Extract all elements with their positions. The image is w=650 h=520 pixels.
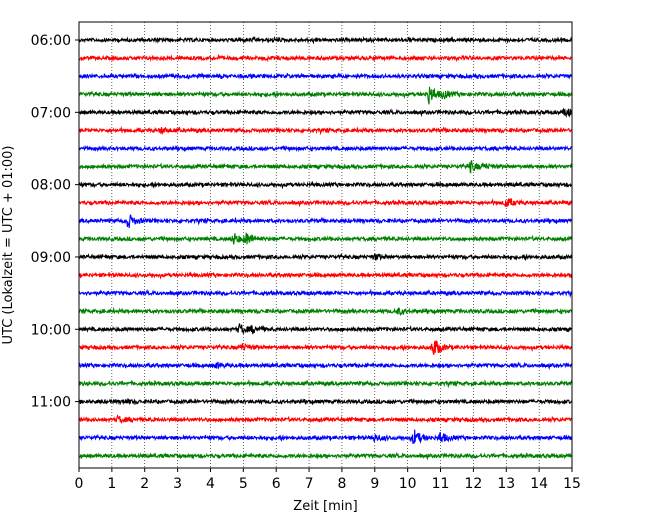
x-axis-label: Zeit [min] (293, 499, 357, 514)
x-axis-ticks: 0 1 2 3 4 5 6 7 8 9 10 11 12 13 14 15 (75, 468, 581, 492)
y-tick-label: 06:00 (31, 33, 71, 49)
seismic-trace (78, 125, 573, 136)
seismic-trace (78, 144, 573, 153)
x-tick-label: 10 (399, 476, 417, 492)
x-tick-label: 7 (305, 476, 314, 492)
x-tick-label: 9 (370, 476, 379, 492)
y-tick-label: 11:00 (31, 395, 71, 411)
y-tick-label: 09:00 (31, 250, 71, 266)
seismic-trace (78, 180, 573, 190)
x-tick-label: 15 (563, 476, 581, 492)
seismic-trace (78, 451, 573, 461)
x-tick-label: 5 (239, 476, 248, 492)
x-tick-label: 13 (497, 476, 515, 492)
y-axis-ticks: 06:00 07:00 08:00 09:00 10:00 11:00 (31, 33, 79, 411)
x-tick-label: 8 (337, 476, 346, 492)
y-tick-label: 07:00 (31, 105, 71, 121)
seismic-trace (78, 159, 573, 174)
x-tick-label: 6 (272, 476, 281, 492)
x-tick-label: 11 (432, 476, 450, 492)
seismic-trace (78, 361, 573, 371)
x-tick-label: 0 (75, 476, 84, 492)
x-tick-label: 3 (173, 476, 182, 492)
seismic-trace (78, 429, 573, 445)
seismic-trace (78, 198, 573, 208)
seismic-trace (78, 414, 573, 424)
seismic-trace (78, 378, 573, 389)
x-tick-label: 4 (206, 476, 215, 492)
seismic-trace (78, 214, 573, 229)
vertical-gridlines (111, 22, 540, 468)
seismic-trace (78, 86, 573, 105)
seismic-trace (78, 340, 573, 355)
y-tick-label: 10:00 (31, 322, 71, 338)
y-axis-label: UTC (Lokalzeit = UTC + 01:00) (1, 146, 16, 345)
y-tick-label: 08:00 (31, 178, 71, 194)
x-tick-label: 1 (107, 476, 116, 492)
seismic-trace (78, 271, 573, 280)
seismic-trace (78, 72, 573, 80)
x-tick-label: 12 (464, 476, 482, 492)
seismic-trace (78, 397, 573, 406)
seismic-trace (78, 107, 573, 118)
seismic-trace (78, 53, 573, 63)
seismic-traces (78, 35, 573, 461)
seismic-trace (78, 35, 573, 45)
x-tick-label: 14 (530, 476, 548, 492)
plot-frame (78, 21, 573, 469)
seismic-trace (78, 288, 573, 298)
seismic-trace (78, 232, 573, 245)
seismic-trace (78, 323, 573, 335)
seismic-trace (78, 252, 573, 262)
x-tick-label: 2 (140, 476, 149, 492)
seismic-trace (78, 307, 573, 317)
